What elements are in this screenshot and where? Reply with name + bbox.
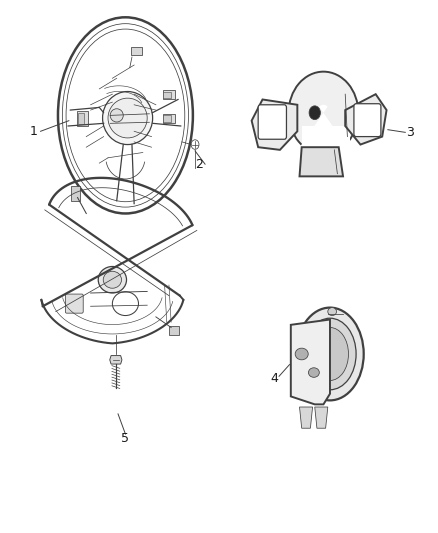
Circle shape xyxy=(309,106,321,119)
Polygon shape xyxy=(300,147,343,176)
Polygon shape xyxy=(252,100,297,150)
Wedge shape xyxy=(300,105,347,158)
Text: 5: 5 xyxy=(121,432,129,446)
Text: 1: 1 xyxy=(30,125,38,138)
Bar xyxy=(302,126,350,163)
FancyBboxPatch shape xyxy=(65,294,83,313)
Polygon shape xyxy=(291,319,330,405)
Ellipse shape xyxy=(328,308,336,316)
Bar xyxy=(163,115,171,122)
FancyBboxPatch shape xyxy=(131,47,142,55)
Bar xyxy=(162,90,175,100)
FancyBboxPatch shape xyxy=(71,187,80,201)
Ellipse shape xyxy=(103,271,121,288)
Ellipse shape xyxy=(98,266,127,293)
Bar xyxy=(163,92,171,98)
FancyBboxPatch shape xyxy=(258,105,286,139)
Bar xyxy=(78,114,85,124)
Ellipse shape xyxy=(311,327,349,381)
Ellipse shape xyxy=(289,71,358,154)
Text: 2: 2 xyxy=(195,158,203,171)
Ellipse shape xyxy=(296,308,364,400)
Ellipse shape xyxy=(110,109,123,122)
Polygon shape xyxy=(315,407,328,428)
FancyBboxPatch shape xyxy=(169,326,179,335)
Ellipse shape xyxy=(108,98,147,138)
Ellipse shape xyxy=(102,92,152,144)
Polygon shape xyxy=(345,94,387,144)
Polygon shape xyxy=(300,407,313,428)
FancyBboxPatch shape xyxy=(354,104,381,136)
Bar xyxy=(77,111,88,126)
Ellipse shape xyxy=(308,368,319,377)
Ellipse shape xyxy=(304,318,356,390)
Text: 3: 3 xyxy=(406,126,414,139)
Circle shape xyxy=(191,140,199,149)
Bar xyxy=(162,114,175,123)
Polygon shape xyxy=(110,356,122,364)
Text: 4: 4 xyxy=(270,373,278,385)
Ellipse shape xyxy=(295,348,308,360)
